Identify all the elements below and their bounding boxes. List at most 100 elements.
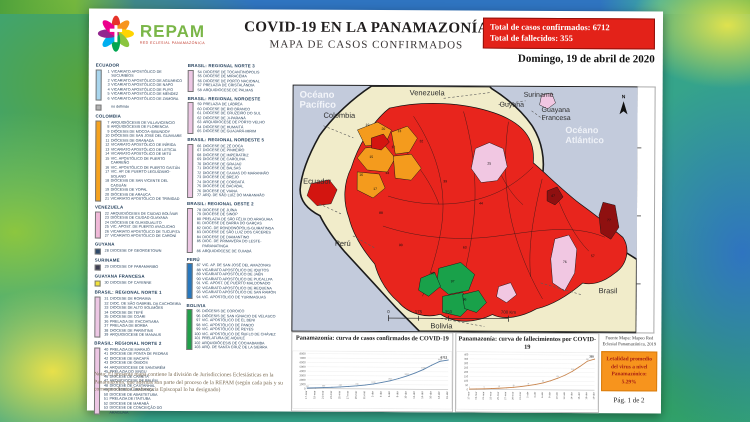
map-region-number: 19 [366,123,370,127]
legend-country-title: BRASIL: REGIONAL NORTE 2 [94,340,162,347]
map-regions-green [418,262,487,317]
legend-color-swatch [94,296,101,338]
y-tick-label: 50 [465,383,468,387]
x-tick-label: 2-abr [526,392,529,398]
legend-color-swatch [186,263,193,300]
legend-country-title: BRASIL: REGIONAL OESTE 2 [187,201,254,207]
y-tick-label: 1000 [299,382,306,386]
last-value-label: 355 [589,354,594,358]
data-point-label: 215 [571,369,574,371]
map-regions-darkred [546,186,620,240]
x-tick-label: 6-abr [541,392,544,398]
data-point-label: 16 [498,386,500,388]
legend-country-title: VENEZUELA [95,204,124,211]
x-tick-label: 16-abr [428,391,432,399]
map-region-number: 13 [398,129,402,133]
y-tick-label: 150 [464,374,469,378]
x-tick-label: 23-mar [329,391,333,399]
y-tick-label: 100 [464,379,469,383]
data-point-label: 28 [513,385,515,387]
legend-item: 1 VICARIATO APOSTÓLICO DE SUCUMBÍOS [107,69,162,78]
map-region-number: 63 [463,245,467,249]
lethality-box: Letalidad promedio del virus a nivel Pan… [601,351,658,392]
svg-text:Atlántico: Atlántico [565,135,604,145]
y-tick-label: 350 [464,357,469,361]
map-region-number: 12 [391,145,395,149]
legend-country-title: BRASIL: REGIONAL NORTE 3 [187,63,255,69]
legend-group: BRASIL: REGIONAL OESTE 2 78 DIOCESE DE JUÍ… [186,201,287,254]
data-point-label: 5 [469,387,470,389]
data-series-line [307,359,449,389]
map-region-number: 76 [563,260,567,264]
y-tick-label: 250 [464,365,469,369]
x-tick-label: 4-abr [534,392,537,398]
x-tick-label: 2-abr [370,391,374,397]
legend-group: GUAYANA FRANCESA 30 DIOCESE OF CAYENNE [94,274,183,287]
legend-item: 28 DIOCESE OF GEORGETOWN [104,248,162,253]
map-region-number: 98 [431,271,435,275]
legend-item: 94 VIC. APOSTÓLICO DE YURIMAGUAS [196,294,266,300]
x-tick-label: 14-abr [420,391,424,399]
legend-group: ECUADOR 1 VICARIATO APOSTÓLICO DE SUCUMBÍO… [95,63,184,102]
page-title: COVID-19 EN LA PANAMAZONÍA MAPA DE CASOS… [239,19,494,51]
legend-column-2: BRASIL: REGIONAL NORTE 3 54 DIOCESE DE TOC… [186,63,288,354]
legend-color-swatch [94,264,101,271]
y-tick-label: 300 [464,361,469,365]
y-tick-label: 7000 [299,356,306,360]
north-label: N [622,94,626,100]
x-tick-label: 25-mar [337,391,341,399]
y-tick-label: 0 [304,387,306,391]
x-tick-label: 8-abr [395,391,399,397]
legend-column-1: ECUADOR 1 VICARIATO APOSTÓLICO DE SUCUMBÍO… [93,63,184,419]
map-region-number: 32 [419,139,423,143]
x-tick-label: 16-abr [578,392,581,400]
legend-color-swatch [95,120,102,202]
x-tick-label: 17-mar [467,391,470,399]
x-tick-label: 21-mar [482,391,485,399]
legend-color-swatch [187,102,194,134]
total-deaths: Total de fallecidos: 355 [489,33,573,44]
legend-color-swatch [187,143,194,198]
legend-item: 6 VICARIATO APOSTÓLICO DE ZAMORA [107,96,179,101]
chart-title-deaths: Panamazonía: curva de fallecimientos por… [458,335,597,351]
data-point-label: 1900 [388,379,392,381]
x-tick-label: 10-abr [404,391,408,399]
x-tick-label: 19-abr [445,391,449,399]
legend-country-title: GUYANA [94,242,115,248]
cases-curve-chart: Panamazonía: curva de casos confirmados … [290,331,454,413]
legend-item: 27 VICARIATO APOSTÓLICO DE CARONÍ [104,234,177,239]
legend-item: 86 ARQUIDIOCESE DE CUIABÁ [196,248,252,253]
x-tick-label: 31-mar [519,392,522,400]
x-tick-label: 14-abr [571,392,574,400]
data-point-label: 9 [484,387,485,389]
svg-text:700 Km: 700 Km [501,310,516,315]
legend-country-title: GUAYANA FRANCESA [94,274,145,280]
map-region-number: 15 [369,155,373,159]
legend-group: BRASIL: REGIONAL NORTE 1 31 DIOCESE DE ROR… [94,290,182,338]
org-name: REPAM [139,21,206,41]
deaths-curve-chart: Panamazonía: curva de fallecimientos por… [454,332,600,414]
amazon-map: N 0 175 350 700 Km Océano Pacífico Océan… [291,84,639,334]
poster-page: REPAM RED ECLESIAL PANAMAZÓNICA COVID-19… [86,8,664,415]
data-point-label: 150 [305,386,308,388]
x-tick-label: 27-mar [345,391,349,399]
map-region-number: 14 [385,171,389,175]
map-source: Fuente Mapa: Mapeo Red Eclesial Panamazó… [602,335,657,347]
legend-group: BRASIL: REGIONAL NORDESTE 5 66 DIOCESE DE … [187,137,287,198]
legend-item: 30 DIOCESE OF CAYENNE [104,280,152,285]
legend-item: 58 ARQUIDIOCESE DE PALMAS [197,87,254,92]
info-column: Fuente Mapa: Mapeo Red Eclesial Panamazó… [601,335,658,405]
legend-item: 85 DIOC. DE PRIMAVERA DO LESTE-PARANATING… [196,239,262,249]
y-tick-label: 4000 [299,369,306,373]
map-region-number: 44 [479,202,483,206]
x-tick-label: 29-mar [512,392,515,400]
legend-item: no definido [111,104,130,109]
brasil-label: Brasil [599,286,618,295]
data-point-label: 3000 [405,374,409,376]
y-tick-label: 2000 [299,378,306,382]
map-region-number: 97 [451,279,455,283]
legend-color-swatch [95,69,102,101]
x-tick-label: 19-mar [475,391,478,399]
x-tick-label: 6-abr [387,391,391,397]
data-point-label: 330 [586,359,589,361]
